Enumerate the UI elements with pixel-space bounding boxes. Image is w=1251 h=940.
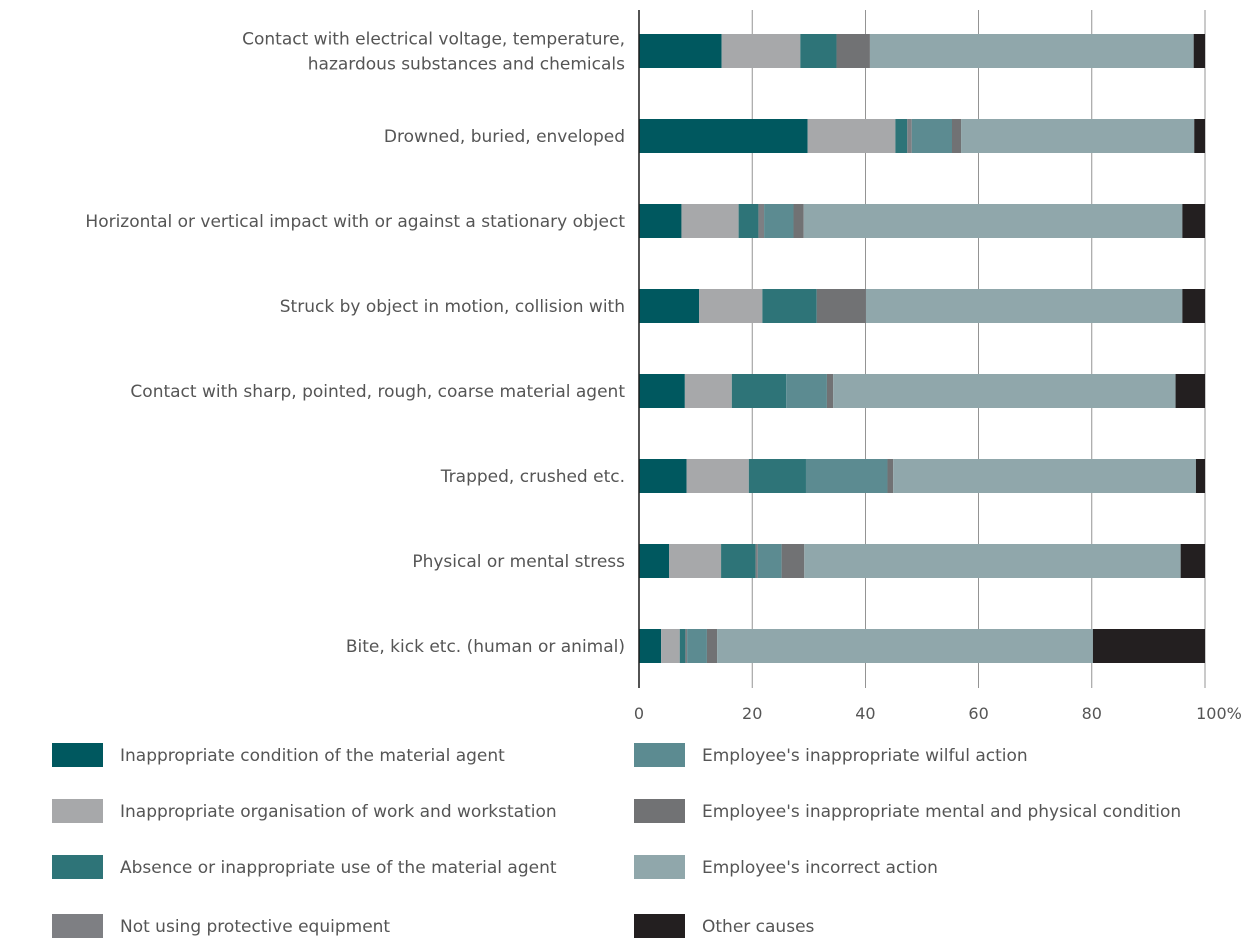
bar-segment (805, 459, 888, 493)
grid-lines (751, 10, 1206, 688)
category-label: Horizontal or vertical impact with or ag… (85, 212, 625, 232)
category-label: Struck by object in motion, collision wi… (280, 297, 625, 317)
legend-swatch (52, 799, 103, 823)
x-axis-ticks: 0 20 40 60 80 100% (634, 704, 1242, 723)
bar-segment (721, 34, 801, 68)
category-labels: Contact with electrical voltage, tempera… (85, 30, 625, 658)
bar-segment (687, 629, 707, 663)
legend-swatch (634, 914, 685, 938)
x-tick-label: 60 (968, 704, 988, 723)
bar-segment (893, 459, 1196, 493)
bar-segment (639, 204, 682, 238)
bar-segment (698, 289, 763, 323)
bar-segment (717, 629, 1093, 663)
bar-segment (816, 289, 866, 323)
legend-label: Other causes (702, 917, 815, 937)
bar-segment (721, 544, 756, 578)
bar-segment (764, 204, 794, 238)
legend-swatch (52, 914, 103, 938)
category-label: Physical or mental stress (412, 552, 625, 572)
bar-segment (836, 34, 870, 68)
bar-segment (762, 289, 817, 323)
legend-label: Inappropriate organisation of work and w… (120, 802, 557, 822)
x-tick-label: 40 (855, 704, 875, 723)
legend-label: Not using protective equipment (120, 917, 390, 937)
bar-segment (639, 34, 722, 68)
legend-label: Absence or inappropriate use of the mate… (120, 858, 557, 878)
bar-segment (639, 459, 687, 493)
x-tick-label: 80 (1082, 704, 1102, 723)
bar-segment (951, 119, 962, 153)
bar-segment (1180, 544, 1205, 578)
bar-segment (803, 204, 1183, 238)
legend-label: Employee's inappropriate mental and phys… (702, 802, 1181, 822)
bar-segment (786, 374, 827, 408)
category-label: Contact with sharp, pointed, rough, coar… (130, 382, 625, 402)
bar-segment (907, 119, 912, 153)
bar-segment (1182, 204, 1205, 238)
bar-segment (800, 34, 837, 68)
bar-segment (748, 459, 806, 493)
bar-segment (639, 544, 669, 578)
bar-segment (1175, 374, 1205, 408)
legend-swatch (634, 799, 685, 823)
bar-segment (833, 374, 1176, 408)
bar-segment (781, 544, 805, 578)
bar-segment (639, 119, 808, 153)
category-label: Bite, kick etc. (human or animal) (346, 637, 625, 657)
bar-segment (887, 459, 894, 493)
bar-segment (684, 374, 732, 408)
legend-swatch (52, 743, 103, 767)
bar-segment (731, 374, 787, 408)
bar-segment (961, 119, 1195, 153)
x-tick-label: 0 (634, 704, 644, 723)
bar-segment (758, 204, 765, 238)
category-label: Contact with electrical voltage, tempera… (242, 30, 625, 50)
bars (639, 34, 1205, 663)
bar-segment (755, 544, 758, 578)
bar-segment (911, 119, 952, 153)
bar-segment (1194, 119, 1205, 153)
bar-segment (869, 34, 1194, 68)
x-tick-label: 100% (1196, 704, 1242, 723)
bar-segment (895, 119, 908, 153)
bar-segment (706, 629, 718, 663)
category-label: hazardous substances and chemicals (308, 55, 625, 75)
bar-segment (804, 544, 1181, 578)
bar-segment (807, 119, 896, 153)
bar-segment (639, 374, 685, 408)
bar-segment (639, 289, 699, 323)
legend-label: Employee's inappropriate wilful action (702, 746, 1028, 766)
bar-segment (1092, 629, 1205, 663)
bar-segment (826, 374, 834, 408)
legend-label: Inappropriate condition of the material … (120, 746, 505, 766)
bar-segment (865, 289, 1183, 323)
category-label: Trapped, crushed etc. (440, 467, 625, 487)
bar-segment (1195, 459, 1205, 493)
legend: Inappropriate condition of the material … (52, 743, 1181, 938)
x-tick-label: 20 (742, 704, 762, 723)
bar-segment (661, 629, 680, 663)
bar-segment (738, 204, 759, 238)
bar-segment (685, 629, 688, 663)
legend-swatch (634, 855, 685, 879)
legend-swatch (634, 743, 685, 767)
bar-segment (686, 459, 749, 493)
bar-segment (639, 629, 662, 663)
legend-swatch (52, 855, 103, 879)
bar-segment (1182, 289, 1205, 323)
category-label: Drowned, buried, enveloped (384, 127, 625, 147)
bar-segment (757, 544, 782, 578)
legend-label: Employee's incorrect action (702, 858, 938, 878)
bar-segment (681, 204, 739, 238)
bar-segment (1193, 34, 1205, 68)
bar-segment (793, 204, 804, 238)
bar-segment (668, 544, 722, 578)
bar-segment (679, 629, 686, 663)
